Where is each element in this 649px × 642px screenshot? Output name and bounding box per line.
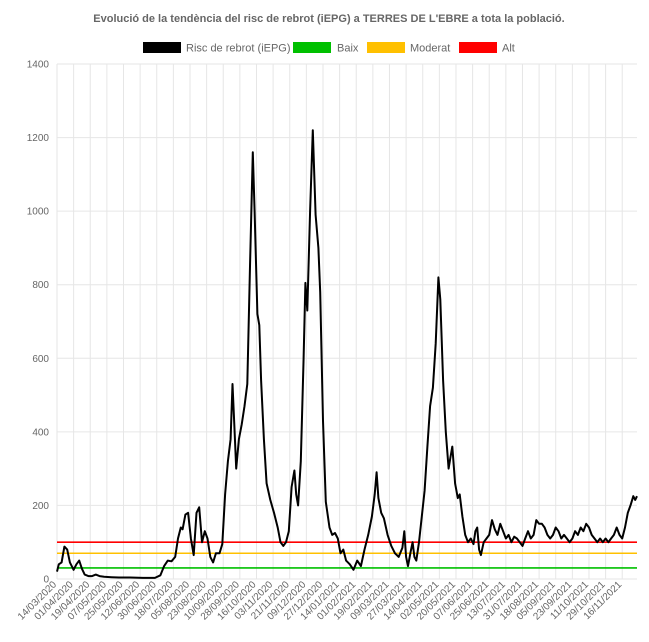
legend-swatch xyxy=(143,42,181,53)
legend-label: Baix xyxy=(337,43,359,55)
series-layer xyxy=(57,130,637,578)
y-tick-label: 600 xyxy=(32,354,49,365)
legend-label: Moderat xyxy=(410,43,450,55)
y-tick-label: 800 xyxy=(32,280,49,291)
legend-label: Alt xyxy=(502,43,515,55)
x-axis: 14/03/202001/04/202019/04/202007/05/2020… xyxy=(16,579,625,622)
y-tick-label: 1200 xyxy=(27,133,50,144)
legend-swatch xyxy=(367,42,405,53)
threshold-lines xyxy=(57,542,637,568)
y-tick-label: 1400 xyxy=(27,60,50,71)
series-line-iepg xyxy=(57,130,637,578)
legend: Risc de rebrot (iEPG) Baix Moderat Alt xyxy=(143,42,515,55)
chart-title: Evolució de la tendència del risc de reb… xyxy=(93,13,564,25)
legend-label: Risc de rebrot (iEPG) xyxy=(186,43,291,55)
legend-swatch xyxy=(293,42,331,53)
y-tick-label: 1000 xyxy=(27,207,50,218)
grid xyxy=(57,64,637,579)
legend-swatch xyxy=(459,42,497,53)
y-tick-label: 200 xyxy=(32,501,49,512)
y-tick-label: 400 xyxy=(32,427,49,438)
